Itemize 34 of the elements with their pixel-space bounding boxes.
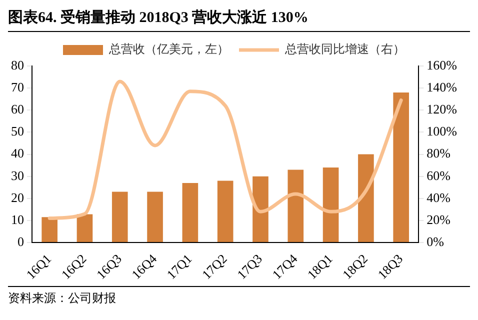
y-tick-label: 60: [11, 102, 24, 117]
bar: [217, 180, 234, 242]
y2-tick-label: 100%: [426, 124, 458, 139]
y2-tick-label: 60%: [426, 168, 451, 183]
y2-tick-label: 120%: [426, 102, 458, 117]
bar: [322, 168, 339, 242]
y2-tick-label: 140%: [426, 79, 458, 94]
y2-tick-label: 20%: [426, 212, 451, 227]
line-series: [48, 80, 403, 220]
y-tick-label: 10: [11, 212, 24, 227]
y-tick-label: 50: [11, 124, 24, 139]
bar: [147, 192, 163, 242]
bar: [393, 92, 410, 242]
y-tick-label: 0: [18, 234, 24, 249]
y-tick-label: 70: [11, 79, 24, 94]
y2-tick-label: 80%: [426, 146, 451, 161]
bar: [182, 182, 198, 242]
chart-title: 图表64. 受销量推动 2018Q3 营收大涨近 130%: [8, 8, 470, 32]
legend-label: 总营收（亿美元，左）: [108, 42, 229, 56]
bar: [112, 192, 128, 242]
y-tick-label: 30: [11, 168, 24, 183]
y-tick-label: 40: [11, 146, 24, 161]
bar: [42, 217, 58, 242]
bar: [288, 170, 304, 242]
bar: [358, 154, 374, 242]
text: 资料来源：公司财报: [8, 286, 470, 307]
bar: [252, 176, 268, 242]
y-tick-label: 20: [11, 190, 24, 205]
bar: [76, 214, 93, 242]
y-tick-label: 80: [11, 57, 24, 72]
y2-tick-label: 0%: [426, 234, 444, 249]
y2-tick-label: 160%: [426, 57, 458, 72]
y2-tick-label: 40%: [426, 190, 451, 205]
legend-label: 总营收同比增速（右）: [284, 42, 405, 56]
